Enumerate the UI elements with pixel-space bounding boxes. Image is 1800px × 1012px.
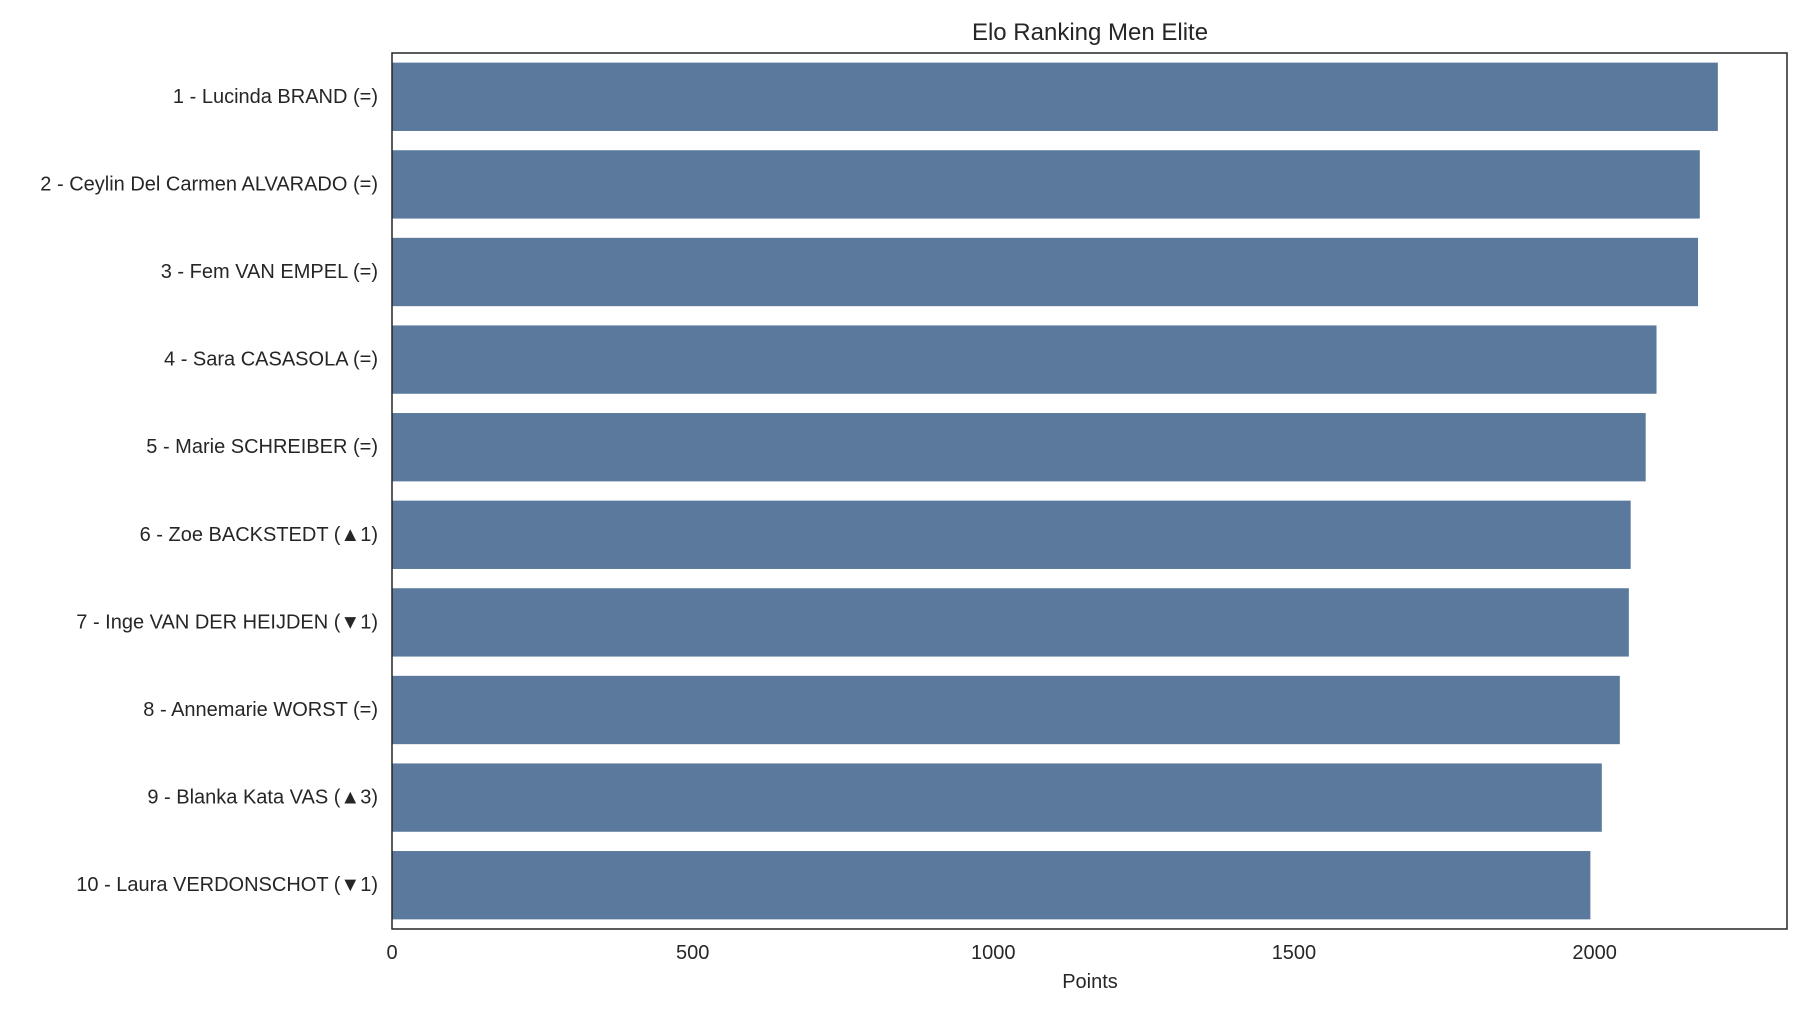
category-labels: 1 - Lucinda BRAND (=) 2 - Ceylin Del Carm… (40, 86, 378, 896)
category-label-8: 8 - Annemarie WORST (=) (143, 699, 378, 721)
category-label-1: 1 - Lucinda BRAND (=) (173, 86, 378, 108)
bar-2 (392, 150, 1700, 219)
category-label-4: 4 - Sara CASASOLA (=) (164, 349, 378, 371)
x-axis-label: Points (1062, 971, 1118, 993)
x-tick-label-2000: 2000 (1572, 942, 1617, 964)
bar-4 (392, 325, 1657, 394)
category-label-7: 7 - Inge VAN DER HEIJDEN (▼1) (76, 611, 378, 633)
bars-group (392, 62, 1718, 920)
bar-8 (392, 675, 1620, 745)
category-label-6: 6 - Zoe BACKSTEDT (▲1) (140, 524, 378, 546)
bar-5 (392, 413, 1646, 482)
bar-7 (392, 588, 1629, 657)
x-tick-label-500: 500 (676, 942, 709, 964)
plot-frame (391, 52, 1788, 930)
chart-title: Elo Ranking Men Elite (972, 19, 1208, 46)
category-label-10: 10 - Laura VERDONSCHOT (▼1) (76, 874, 378, 896)
bar-10 (392, 851, 1591, 920)
x-tick-label-1000: 1000 (971, 942, 1016, 964)
category-label-2: 2 - Ceylin Del Carmen ALVARADO (=) (40, 173, 378, 195)
bar-6 (392, 500, 1631, 569)
x-tick-label-1500: 1500 (1272, 942, 1317, 964)
category-label-3: 3 - Fem VAN EMPEL (=) (161, 261, 378, 283)
x-axis-ticks: 0 500 1000 1500 2000 (386, 942, 1616, 964)
bar-3 (392, 237, 1699, 307)
category-label-9: 9 - Blanka Kata VAS (▲3) (147, 787, 378, 809)
bar-9 (392, 763, 1602, 832)
x-tick-label-0: 0 (386, 942, 397, 964)
bar-1 (392, 62, 1718, 131)
category-label-5: 5 - Marie SCHREIBER (=) (146, 436, 378, 458)
